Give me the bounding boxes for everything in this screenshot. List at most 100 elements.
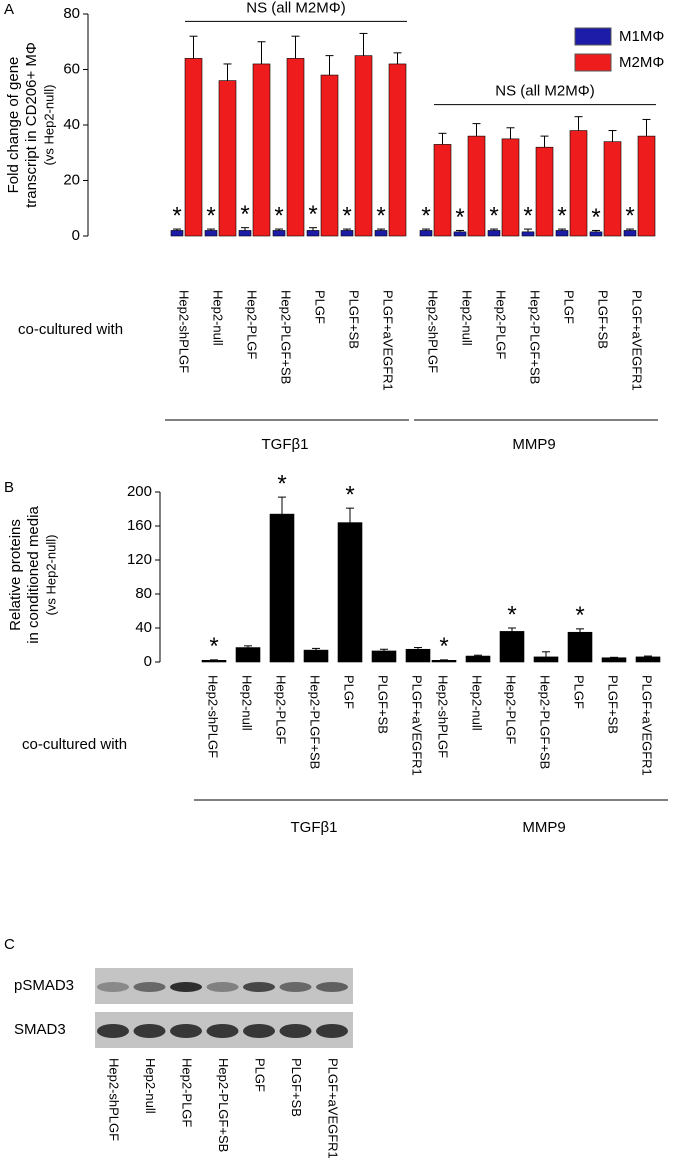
bar [601,657,627,663]
bar [204,230,218,237]
significance-mark: * [342,202,351,229]
significance-mark: * [575,602,584,629]
blot-band [279,1024,312,1038]
bar [431,659,457,663]
y-tick-label: 160 [127,517,152,534]
lane-label: PLGF+SB [289,1058,304,1117]
bar [569,130,588,237]
lane-label: PLGF+aVEGFR1 [326,1058,341,1158]
bar [535,146,554,237]
y-tick-label: 80 [63,5,80,22]
bar [501,138,520,237]
bar [218,80,237,237]
group-label: MMP9 [522,819,565,836]
significance-mark: * [277,470,286,497]
legend-label: M2MΦ [619,54,664,71]
blot-band [243,1024,275,1038]
y-tick-label: 60 [63,60,80,77]
bar [433,144,452,237]
x-tick-label: PLGF+aVEGFR1 [630,290,645,391]
x-tick-label: PLGF [313,290,328,324]
bar [303,649,329,663]
bar [521,231,535,237]
bar [252,63,271,237]
significance-mark: * [209,633,218,660]
bar [467,135,486,237]
bar [567,631,593,663]
bar [453,231,467,237]
significance-mark: * [523,202,532,229]
x-tick-label: PLGF [562,290,577,324]
blot-band [206,982,239,992]
blot-band [316,982,348,992]
x-tick-label: Hep2-PLGF [504,675,519,744]
blot-band [97,1024,129,1038]
lane-label: Hep2-PLGF+SB [216,1058,231,1152]
bar [238,230,252,237]
bar [184,58,203,237]
significance-mark: * [274,202,283,229]
blot-band [170,1024,202,1038]
y-tick-label: 40 [63,116,80,133]
bar [235,647,261,663]
blot-row-label: SMAD3 [14,1021,66,1038]
bracket-label: NS (all M2MΦ) [246,0,345,16]
y-tick-label: 0 [72,227,80,244]
significance-mark: * [345,481,354,508]
x-tick-label: Hep2-null [240,675,255,731]
bar [499,631,525,663]
significance-mark: * [439,633,448,660]
x-axis-label: co-cultured with [18,321,123,338]
y-axis-label: (vs Hep2-null) [43,535,58,616]
lane-label: Hep2-shPLGF [107,1058,122,1141]
y-axis-label: transcript in CD206+ MΦ [23,42,40,208]
x-tick-label: Hep2-PLGF+SB [279,290,294,384]
significance-mark: * [557,202,566,229]
y-tick-label: 40 [135,619,152,636]
bar [637,135,656,237]
significance-mark: * [206,202,215,229]
bar [465,655,491,663]
bar [487,230,501,237]
x-tick-label: PLGF+aVEGFR1 [410,675,425,776]
legend-swatch [574,27,612,46]
significance-mark: * [240,201,249,228]
x-tick-label: Hep2-null [211,290,226,346]
x-tick-label: PLGF+aVEGFR1 [381,290,396,391]
bar [337,522,363,663]
bar [320,74,339,237]
x-tick-label: PLGF+aVEGFR1 [640,675,655,776]
x-tick-label: Hep2-PLGF+SB [308,675,323,769]
bar [340,230,354,237]
group-label: TGFβ1 [262,436,309,453]
bar [388,63,407,237]
bar [306,230,320,237]
significance-mark: * [172,202,181,229]
lane-label: Hep2-null [143,1058,158,1114]
bracket-label: NS (all M2MΦ) [495,83,594,100]
group-label: TGFβ1 [291,819,338,836]
blot-band [206,1024,239,1038]
legend-swatch [574,53,612,72]
panel-letter: B [4,479,14,496]
bar [533,656,559,663]
significance-mark: * [489,202,498,229]
x-tick-label: Hep2-PLGF [245,290,260,359]
blot-band [316,1024,348,1038]
blot-band [133,1024,166,1038]
blot-row-label: pSMAD3 [14,977,74,994]
bar [374,230,388,237]
bar [286,58,305,237]
x-tick-label: Hep2-null [460,290,475,346]
group-label: MMP9 [512,436,555,453]
significance-mark: * [507,601,516,628]
x-axis-label: co-cultured with [22,736,127,753]
significance-mark: * [455,204,464,231]
blot-band [133,982,166,992]
panel-letter: A [4,1,14,18]
y-axis-label: Fold change of gene [5,57,22,194]
bar [269,513,295,663]
panel-letter: C [4,936,15,953]
x-tick-label: PLGF+SB [347,290,362,349]
blot-band [170,982,202,992]
